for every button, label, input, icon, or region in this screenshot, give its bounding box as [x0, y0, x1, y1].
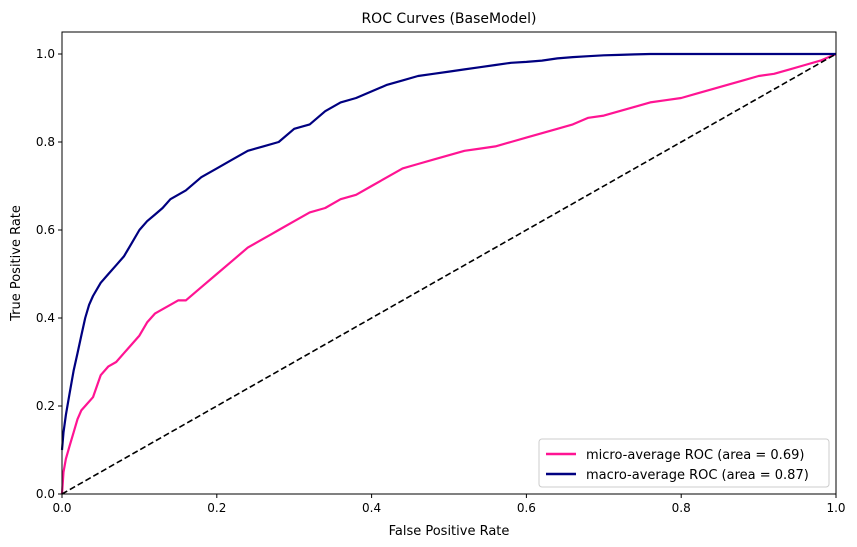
- x-axis-label: False Positive Rate: [389, 524, 510, 539]
- legend-label-micro: micro-average ROC (area = 0.69): [586, 448, 804, 463]
- x-axis: 0.0 0.2 0.4 0.6 0.8 1.0: [52, 494, 846, 515]
- y-tick-label: 0.2: [36, 399, 55, 413]
- chart-title: ROC Curves (BaseModel): [361, 11, 536, 27]
- x-tick-label: 0.8: [672, 501, 691, 515]
- x-tick-label: 0.6: [517, 501, 536, 515]
- y-tick-label: 0.4: [36, 311, 55, 325]
- x-tick-label: 0.0: [52, 501, 71, 515]
- micro-average-roc-line: [60, 52, 837, 495]
- series-layer: [60, 52, 837, 495]
- x-tick-label: 1.0: [826, 501, 845, 515]
- legend: micro-average ROC (area = 0.69) macro-av…: [538, 438, 830, 488]
- y-tick-label: 0.0: [36, 487, 55, 501]
- y-axis-label: True Positive Rate: [9, 205, 24, 322]
- y-tick-label: 1.0: [36, 47, 55, 61]
- x-tick-label: 0.2: [207, 501, 226, 515]
- y-tick-label: 0.6: [36, 223, 55, 237]
- y-tick-label: 0.8: [36, 135, 55, 149]
- legend-label-macro: macro-average ROC (area = 0.87): [586, 468, 809, 483]
- legend-box: [538, 438, 830, 488]
- y-axis: 0.0 0.2 0.4 0.6 0.8 1.0: [36, 47, 62, 501]
- chance-diagonal-line: [61, 53, 837, 495]
- plot-frame: [61, 31, 837, 495]
- macro-average-roc-line: [60, 52, 836, 451]
- x-tick-label: 0.4: [362, 501, 381, 515]
